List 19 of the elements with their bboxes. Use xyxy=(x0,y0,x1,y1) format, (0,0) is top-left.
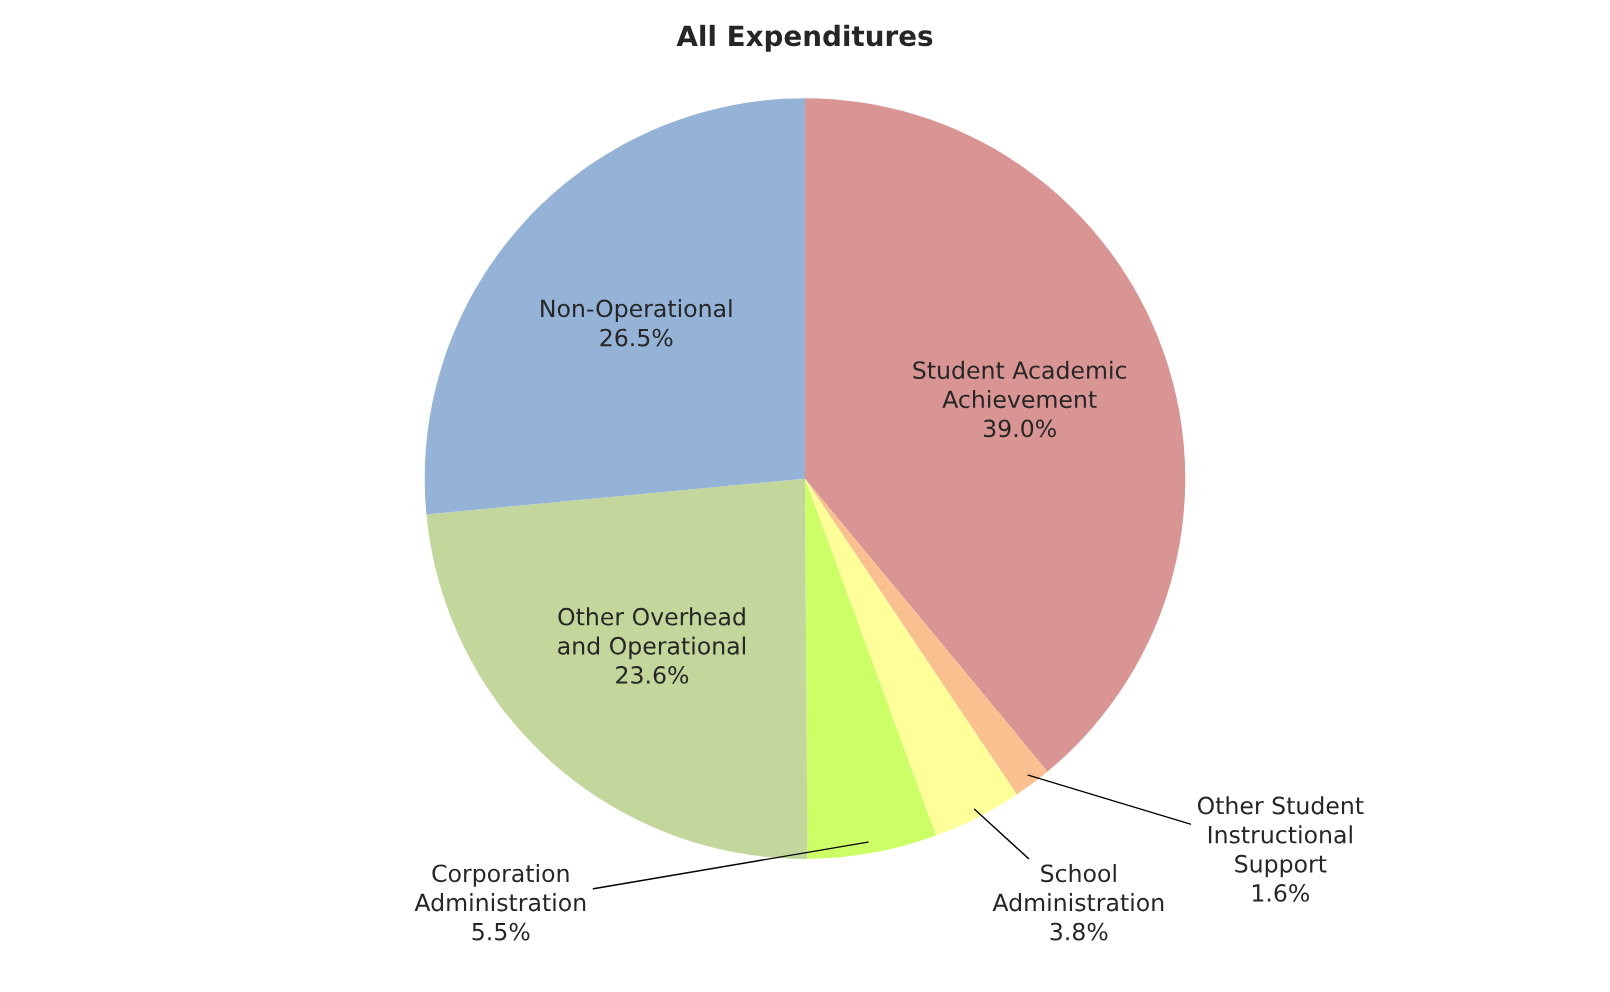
data-label: 23.6% xyxy=(616,666,689,684)
data-label: 3.8% xyxy=(1050,922,1108,941)
slice-label: Student Academic Achievement xyxy=(913,360,1127,409)
pie-slice xyxy=(426,478,808,859)
slice-label: School Administration xyxy=(992,863,1164,912)
slice-label: Non-Operational xyxy=(541,299,732,322)
slice-label: Other Student Instructional Support xyxy=(1197,796,1364,878)
pie-slice xyxy=(805,478,937,859)
pie-slice xyxy=(805,98,1186,772)
slice-label: Other Overhead and Operational xyxy=(558,607,745,660)
data-label: 26.5% xyxy=(600,328,673,347)
data-label: 5.5% xyxy=(472,922,530,941)
data-label: 1.6% xyxy=(1252,883,1310,902)
data-label: 39.0% xyxy=(983,419,1056,438)
chart-title: All Expenditures xyxy=(676,24,933,52)
pie-slice xyxy=(805,478,1048,795)
pie-slice xyxy=(424,98,805,515)
pie-slice xyxy=(805,478,1017,836)
slice-label: Corporation Administration xyxy=(414,863,586,912)
